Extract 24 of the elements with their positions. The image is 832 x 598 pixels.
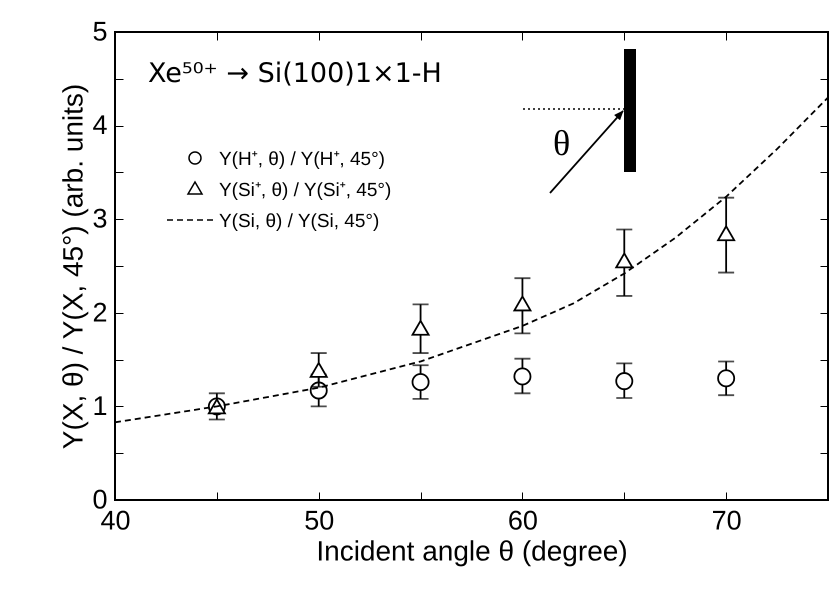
y-axis-title: Y(X, θ) / Y(X, 45°) (arb. units) xyxy=(57,84,88,450)
point xyxy=(412,320,430,336)
annotation: θ xyxy=(553,122,570,164)
point xyxy=(615,372,634,390)
x-tick-label: 70 xyxy=(712,506,742,536)
legend-label: Y(Si, θ) / Y(Si, 45°) xyxy=(219,211,380,232)
point xyxy=(513,368,532,386)
x-axis-title: Incident angle θ (degree) xyxy=(316,536,628,566)
y-tick-label: 1 xyxy=(92,390,108,421)
point xyxy=(717,369,736,388)
annotation: Xe⁵⁰⁺ → Si(100)1×1-H xyxy=(148,58,442,89)
y-tick-label: 3 xyxy=(92,204,108,234)
point xyxy=(615,252,634,268)
point xyxy=(513,296,532,312)
x-tick-label: 60 xyxy=(508,506,538,536)
y-tick-label: 2 xyxy=(92,297,108,328)
point xyxy=(310,362,328,378)
point xyxy=(717,225,736,242)
legend-label: Y(Si⁺, θ) / Y(Si⁺, 45°) xyxy=(219,180,392,201)
legend-label: Y(H⁺, θ) / Y(H⁺, 45°) xyxy=(219,149,386,170)
point xyxy=(412,373,430,392)
y-tick-label: 5 xyxy=(92,16,108,46)
y-tick-label: 4 xyxy=(92,110,108,140)
x-tick-label: 50 xyxy=(304,506,334,536)
